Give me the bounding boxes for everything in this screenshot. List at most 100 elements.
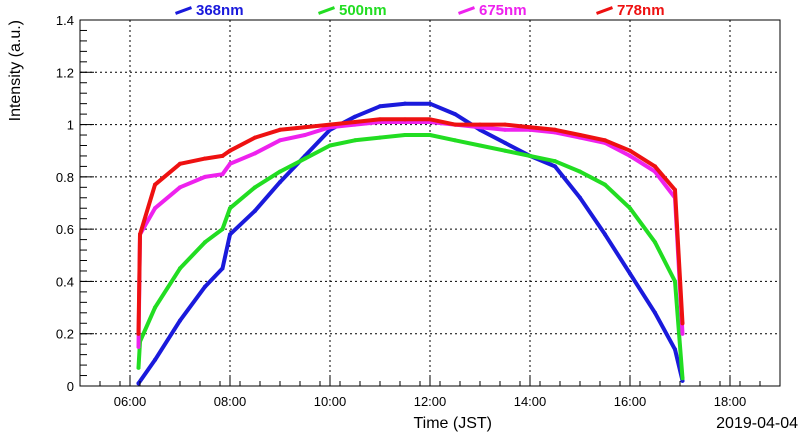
- series-line-675nm: [136, 120, 685, 349]
- y-tick-label: 0: [67, 379, 74, 394]
- data-point: [553, 164, 557, 169]
- data-point: [503, 140, 507, 145]
- data-point: [653, 310, 657, 315]
- data-point: [153, 357, 157, 362]
- data-point: [378, 104, 382, 109]
- data-point: [453, 138, 457, 143]
- data-point: [428, 133, 432, 138]
- series-368nm: [136, 101, 685, 386]
- y-tick-label: 0.8: [56, 170, 74, 185]
- legend-item-368nm: 368nm: [174, 2, 244, 19]
- data-point: [403, 101, 407, 106]
- data-point: [503, 127, 507, 132]
- data-point: [673, 279, 677, 284]
- data-point: [303, 133, 307, 138]
- date-label: 2019-04-04: [716, 415, 798, 432]
- data-point: [328, 122, 332, 127]
- legend-label-778nm: 778nm: [617, 2, 665, 19]
- data-point: [303, 125, 307, 130]
- y-axis-title: Intensity (a.u.): [7, 20, 24, 121]
- data-point: [628, 206, 632, 211]
- data-point: [653, 240, 657, 245]
- series-line-500nm: [136, 133, 685, 381]
- data-point: [378, 135, 382, 140]
- data-point: [136, 344, 141, 349]
- data-point: [453, 122, 457, 127]
- x-tick-label: 08:00: [214, 394, 247, 409]
- series-778nm: [136, 117, 685, 336]
- data-point: [153, 206, 157, 211]
- legend-item-675nm: 675nm: [457, 2, 527, 19]
- data-point: [628, 271, 632, 276]
- data-point: [680, 376, 685, 381]
- data-point: [673, 187, 677, 192]
- data-point: [528, 125, 532, 130]
- x-axis-title: Time (JST): [413, 415, 492, 432]
- data-point: [578, 133, 582, 138]
- data-point: [628, 148, 632, 153]
- grid: [80, 20, 780, 386]
- legend-label-675nm: 675nm: [479, 2, 527, 19]
- data-point: [353, 138, 357, 143]
- x-tick-label: 18:00: [714, 394, 747, 409]
- data-point: [138, 232, 142, 237]
- data-point: [203, 284, 207, 289]
- data-point: [220, 266, 225, 271]
- series-line-778nm: [136, 117, 685, 336]
- data-point: [303, 156, 307, 161]
- data-point: [278, 138, 282, 143]
- series-layer: [136, 101, 685, 386]
- data-point: [278, 180, 282, 185]
- data-point: [178, 318, 182, 323]
- data-point: [278, 127, 282, 132]
- y-tick-label: 1.2: [56, 65, 74, 80]
- data-point: [136, 365, 141, 370]
- data-point: [578, 195, 582, 200]
- data-point: [220, 172, 225, 177]
- data-point: [403, 133, 407, 138]
- y-tick-label: 0.2: [56, 327, 74, 342]
- legend-item-778nm: 778nm: [595, 2, 665, 19]
- data-point: [673, 347, 677, 352]
- y-tick-label: 1: [67, 118, 74, 133]
- y-tick-label: 0.6: [56, 222, 74, 237]
- legend-label-500nm: 500nm: [339, 2, 387, 19]
- data-point: [453, 112, 457, 117]
- data-point: [680, 331, 685, 336]
- data-point: [428, 117, 432, 122]
- data-point: [528, 153, 532, 158]
- legend: 368nm 500nm 675nm 778nm: [0, 0, 800, 22]
- data-point: [220, 153, 225, 158]
- axes: 06:00 08:00 10:00 12:00 14:00 16:00 18:00 0 0.2 0…: [56, 13, 781, 409]
- legend-label-368nm: 368nm: [196, 2, 244, 19]
- data-point: [253, 135, 257, 140]
- series-line-368nm: [136, 101, 685, 386]
- data-point: [428, 101, 432, 106]
- data-point: [228, 206, 232, 211]
- data-point: [203, 174, 207, 179]
- data-point: [203, 156, 207, 161]
- data-point: [253, 185, 257, 190]
- data-point: [478, 143, 482, 148]
- data-point: [228, 161, 232, 166]
- y-tick-label: 0.4: [56, 274, 74, 289]
- data-point: [353, 114, 357, 119]
- data-point: [178, 185, 182, 190]
- data-point: [278, 169, 282, 174]
- data-point: [503, 148, 507, 153]
- data-point: [378, 117, 382, 122]
- data-point: [220, 227, 225, 232]
- data-point: [228, 232, 232, 237]
- data-point: [680, 321, 685, 326]
- x-tick-label: 14:00: [514, 394, 547, 409]
- legend-item-500nm: 500nm: [317, 2, 387, 19]
- data-point: [553, 159, 557, 164]
- data-point: [136, 331, 141, 336]
- x-tick-label: 10:00: [314, 394, 347, 409]
- data-point: [603, 232, 607, 237]
- data-point: [628, 153, 632, 158]
- data-point: [403, 117, 407, 122]
- data-point: [253, 151, 257, 156]
- x-tick-label: 06:00: [114, 394, 147, 409]
